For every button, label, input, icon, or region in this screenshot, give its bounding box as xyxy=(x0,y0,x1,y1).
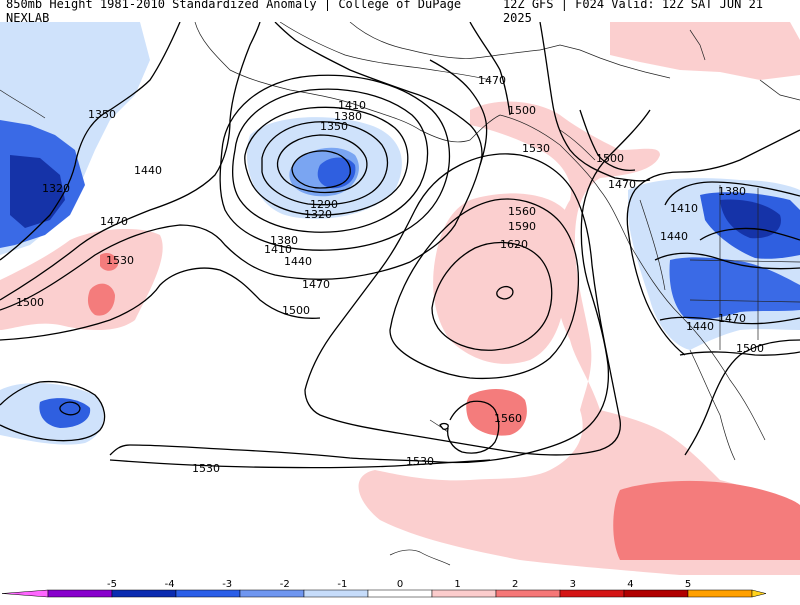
contour-label: 1410 xyxy=(264,243,292,256)
contour-label: 1440 xyxy=(660,230,688,243)
contour-label: 1440 xyxy=(686,320,714,333)
contour-label: 1290 xyxy=(310,198,338,211)
legend-bin xyxy=(111,589,177,598)
legend-bin xyxy=(239,589,305,598)
contour-label: 1440 xyxy=(284,255,312,268)
legend-tick-label: 0 xyxy=(397,579,403,590)
contour-label: 1470 xyxy=(608,178,636,191)
contour-label: 1380 xyxy=(334,110,362,123)
legend-bin xyxy=(175,589,241,598)
legend-bin xyxy=(751,589,767,598)
contour-label: 1470 xyxy=(718,312,746,325)
legend-tick-label: 4 xyxy=(627,579,633,590)
contour-label: 1500 xyxy=(16,296,44,309)
legend-tick-label: -3 xyxy=(222,579,232,590)
contour-label: 1470 xyxy=(100,215,128,228)
contour-label: 1410 xyxy=(670,202,698,215)
contour-label: 1500 xyxy=(596,152,624,165)
legend-bin xyxy=(687,589,753,598)
height-contours xyxy=(0,22,800,469)
legend-bin xyxy=(431,589,497,598)
legend-bin xyxy=(1,589,49,598)
legend-tick-label: 5 xyxy=(685,579,691,590)
contour-label: 1530 xyxy=(106,254,134,267)
contour-label: 1620 xyxy=(500,238,528,251)
contour-label: 1470 xyxy=(302,278,330,291)
legend-tick-label: -1 xyxy=(337,579,347,590)
legend-bin xyxy=(495,589,561,598)
contour-label: 1320 xyxy=(42,182,70,195)
contour-label: 1500 xyxy=(282,304,310,317)
map-header: 850mb Height 1981-2010 Standardized Anom… xyxy=(0,0,800,25)
legend-tick-label: -2 xyxy=(280,579,290,590)
contour-label: 1380 xyxy=(718,185,746,198)
legend-bin xyxy=(303,589,369,598)
contour-label: 1560 xyxy=(508,205,536,218)
positive-anomaly-shading xyxy=(0,22,800,575)
legend-tick-label: 1 xyxy=(454,579,460,590)
legend-bin xyxy=(623,589,689,598)
contour-label: 1530 xyxy=(406,455,434,468)
contour-label: 1470 xyxy=(478,74,506,87)
legend-colorbar: -5 -4 -3 -2 -1 0 1 2 3 4 5 xyxy=(1,579,767,598)
contour-label: 1380 xyxy=(270,234,298,247)
contour-label: 1500 xyxy=(508,104,536,117)
contour-label: 1440 xyxy=(134,164,162,177)
contour-label: 1500 xyxy=(736,342,764,355)
legend-tick-label: -5 xyxy=(107,579,117,590)
map-area: 1350 1320 1440 1470 1500 1530 1410 1380 … xyxy=(0,22,800,577)
contour-labels: 1350 1320 1440 1470 1500 1530 1410 1380 … xyxy=(16,74,764,475)
contour-label: 1320 xyxy=(304,208,332,221)
contour-label: 1530 xyxy=(192,462,220,475)
contour-label: 1560 xyxy=(494,412,522,425)
anomaly-map: 1350 1320 1440 1470 1500 1530 1410 1380 … xyxy=(0,22,800,577)
legend-tick-label: -4 xyxy=(165,579,175,590)
contour-label: 1590 xyxy=(508,220,536,233)
legend-bin xyxy=(367,589,433,598)
anomaly-legend: -5 -4 -3 -2 -1 0 1 2 3 4 5 xyxy=(0,577,800,600)
model-valid-time: 12Z GFS | F024 Valid: 12Z SAT JUN 21 202… xyxy=(502,0,764,25)
legend-bin xyxy=(559,589,625,598)
contour-label: 1410 xyxy=(338,99,366,112)
legend-bin xyxy=(47,589,113,598)
legend-tick-label: 3 xyxy=(570,579,576,590)
map-title: 850mb Height 1981-2010 Standardized Anom… xyxy=(6,0,462,25)
contour-label: 1530 xyxy=(522,142,550,155)
legend-tick-label: 2 xyxy=(512,579,518,590)
contour-label: 1350 xyxy=(320,120,348,133)
contour-label: 1350 xyxy=(88,108,116,121)
